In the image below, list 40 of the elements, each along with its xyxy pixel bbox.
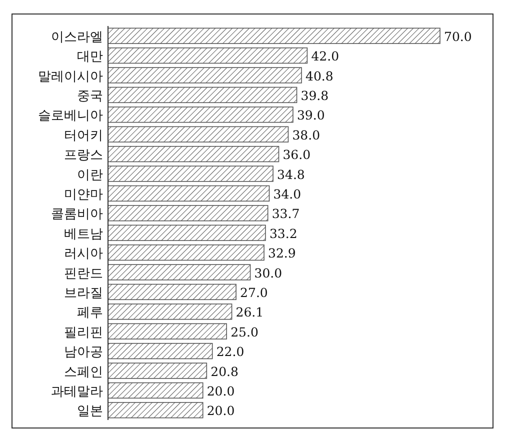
data-label: 40.8 <box>306 68 334 84</box>
data-label: 20.8 <box>210 364 239 379</box>
data-label: 36.0 <box>282 147 311 162</box>
data-label: 20.0 <box>206 403 235 418</box>
y-tick-label: 페루 <box>77 306 103 321</box>
y-tick-label: 이스라엘 <box>51 30 103 45</box>
data-label: 39.8 <box>300 88 329 103</box>
y-tick-label: 베트남 <box>64 226 103 242</box>
data-label: 34.0 <box>273 186 302 202</box>
data-label: 70.0 <box>444 28 472 44</box>
data-label: 32.9 <box>268 246 296 261</box>
y-tick-label: 미얀마 <box>64 187 103 202</box>
y-tick-label: 브라질 <box>64 286 103 301</box>
y-tick-label: 콜롬비아 <box>51 207 103 222</box>
y-tick-label: 과테말라 <box>51 384 103 400</box>
y-tick-label: 말레이시아 <box>38 69 103 84</box>
data-label: 33.2 <box>269 226 298 241</box>
y-tick-label: 필리핀 <box>64 325 103 340</box>
data-label: 30.0 <box>254 265 282 280</box>
data-label: 34.8 <box>277 166 305 182</box>
y-tick-label: 일본 <box>77 404 103 420</box>
y-tick-label: 슬로베니아 <box>38 108 103 124</box>
data-label: 42.0 <box>311 48 340 64</box>
y-tick-label: 남아공 <box>64 345 103 360</box>
data-label: 26.1 <box>236 304 264 320</box>
y-tick-label: 프랑스 <box>64 148 103 164</box>
data-label: 33.7 <box>272 206 300 222</box>
data-label: 27.0 <box>240 284 268 300</box>
y-tick-label: 스페인 <box>64 364 103 380</box>
data-label: 38.0 <box>292 127 320 142</box>
data-label: 22.0 <box>216 344 244 360</box>
y-tick-label: 대만 <box>77 50 103 65</box>
data-label: 25.0 <box>230 324 258 340</box>
y-tick-label: 중국 <box>77 88 103 104</box>
data-label: 20.0 <box>206 383 235 398</box>
y-tick-label: 러시아 <box>64 246 103 262</box>
data-label: 39.0 <box>296 108 325 123</box>
y-tick-label: 핀란드 <box>64 266 103 282</box>
y-tick-label: 터어키 <box>64 128 103 144</box>
y-tick-label: 이란 <box>77 168 103 183</box>
